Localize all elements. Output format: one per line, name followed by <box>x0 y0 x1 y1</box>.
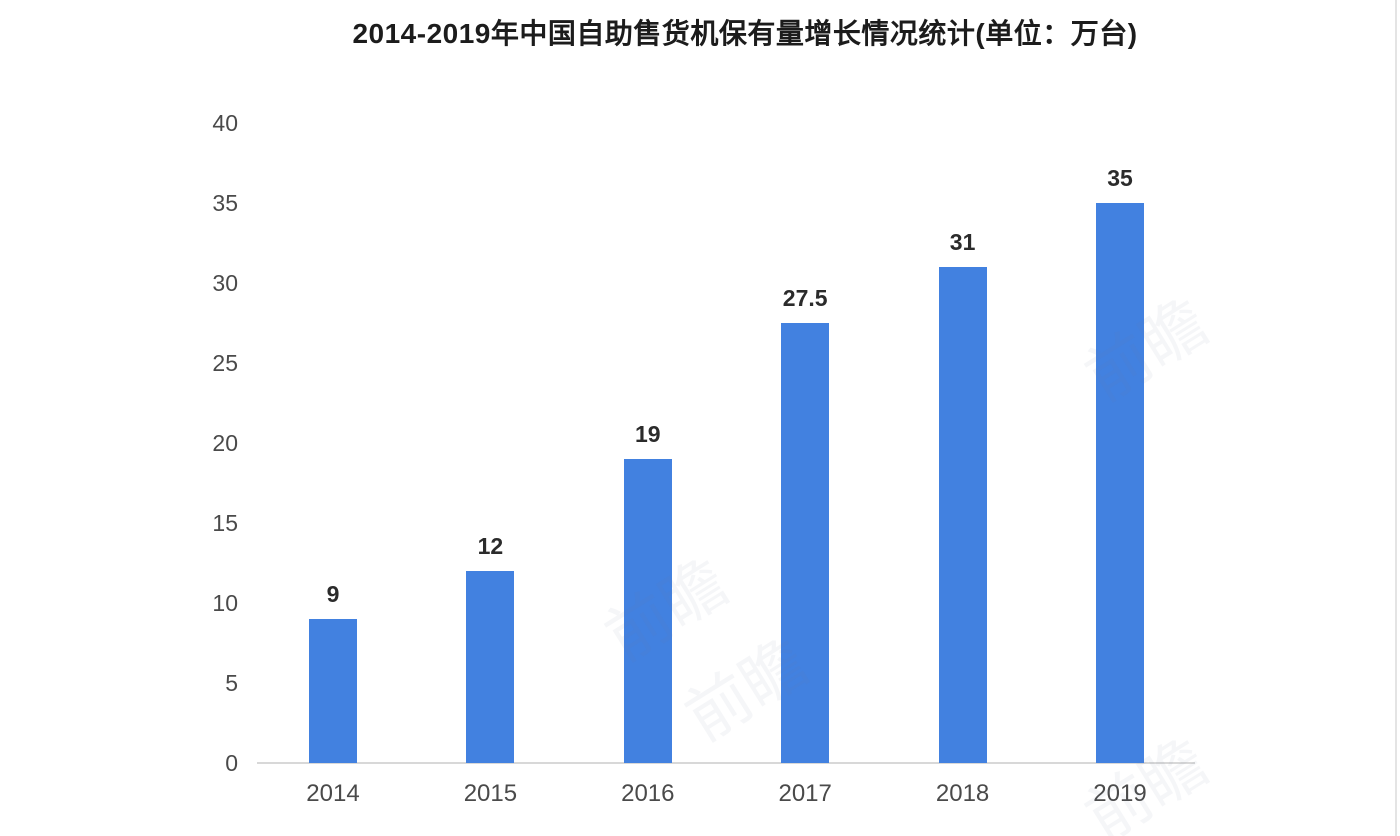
y-tick-label: 10 <box>212 590 238 616</box>
x-tick-label: 2016 <box>621 780 675 807</box>
x-tick-label: 2014 <box>306 780 360 807</box>
bar-value-label: 31 <box>949 229 976 255</box>
y-tick-label: 15 <box>212 510 238 536</box>
watermark: 前瞻 <box>1073 285 1221 415</box>
bar <box>623 459 672 763</box>
y-tick-label: 35 <box>212 190 238 216</box>
y-tick-label: 30 <box>212 270 238 296</box>
x-tick-label: 2018 <box>935 780 990 807</box>
bar-value-label: 35 <box>1107 165 1133 191</box>
y-tick-label: 5 <box>225 670 238 696</box>
x-tick-label: 2019 <box>1093 780 1147 807</box>
chart-title: 2014-2019年中国自助售货机保有量增长情况统计(单位：万台) <box>352 18 1138 49</box>
y-tick-label: 40 <box>212 110 238 136</box>
bar-value-label: 19 <box>635 421 661 447</box>
y-tick-label: 25 <box>212 350 238 376</box>
x-axis-baseline <box>257 762 1195 764</box>
bar <box>466 571 515 763</box>
watermark: 前瞻 <box>1073 725 1221 836</box>
bar <box>1096 203 1144 763</box>
x-tick-label: 2017 <box>778 780 832 807</box>
x-tick-label: 2015 <box>463 780 518 807</box>
bar-value-label: 12 <box>477 533 504 559</box>
y-tick-label: 0 <box>225 750 238 776</box>
y-tick-label: 20 <box>212 430 238 456</box>
bar <box>938 267 987 763</box>
bar <box>309 619 357 763</box>
page-right-border <box>1395 0 1397 836</box>
bar <box>781 323 830 763</box>
bar-value-label: 27.5 <box>782 285 828 311</box>
bar-value-label: 9 <box>326 581 340 607</box>
